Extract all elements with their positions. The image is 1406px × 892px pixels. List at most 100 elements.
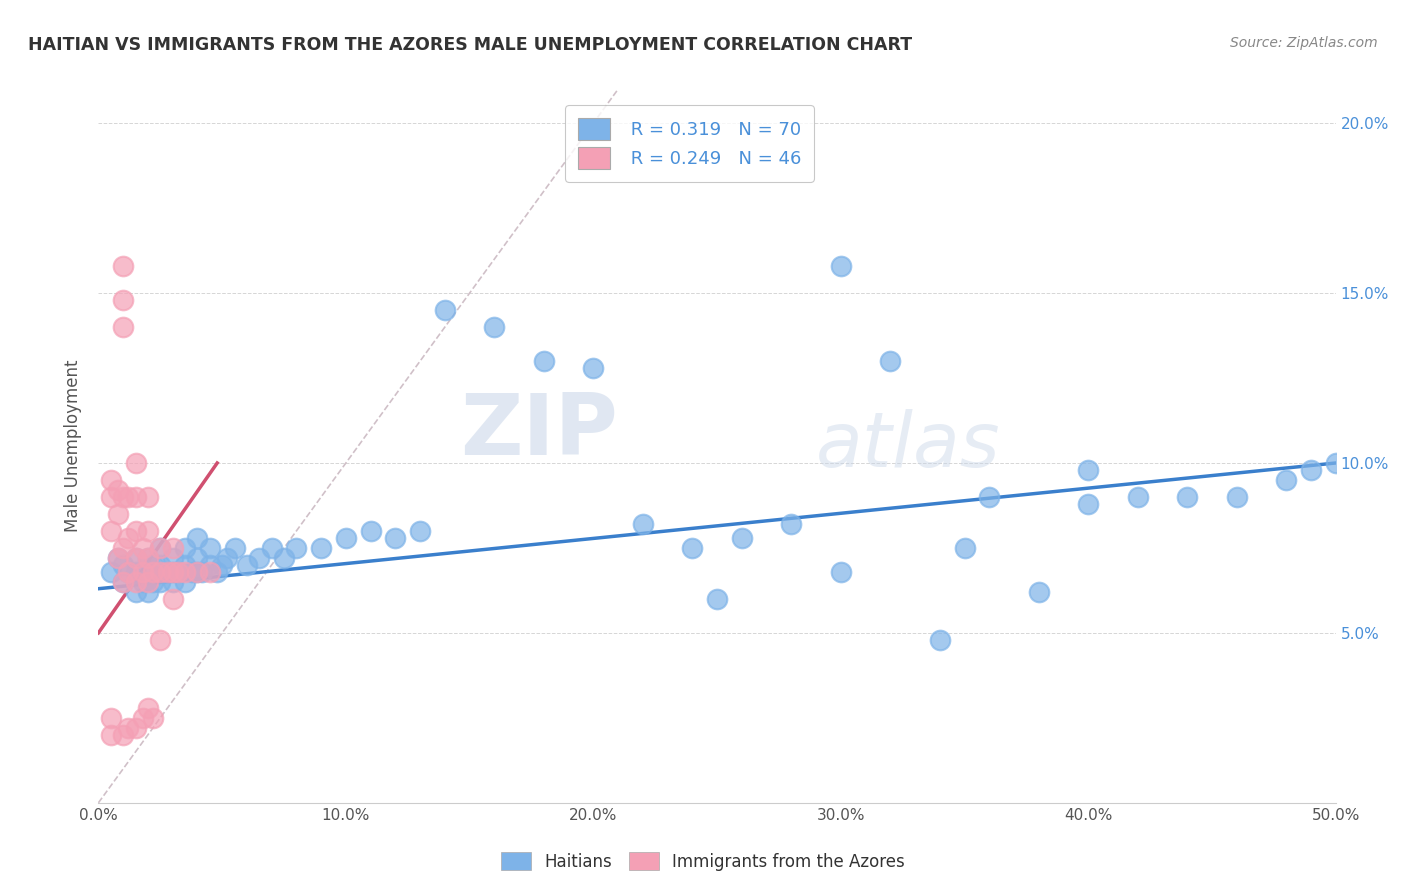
Point — [136, 585, 159, 599]
Point — [879, 354, 901, 368]
Point — [142, 565, 165, 579]
Point — [1077, 497, 1099, 511]
Point — [107, 507, 129, 521]
Point — [100, 490, 122, 504]
Point — [162, 574, 184, 589]
Point — [1175, 490, 1198, 504]
Point — [142, 711, 165, 725]
Point — [117, 490, 139, 504]
Point — [174, 574, 197, 589]
Point — [162, 591, 184, 606]
Point — [631, 517, 654, 532]
Point — [217, 551, 239, 566]
Point — [124, 524, 146, 538]
Point — [124, 585, 146, 599]
Point — [260, 541, 283, 555]
Point — [112, 728, 135, 742]
Point — [360, 524, 382, 538]
Point — [107, 551, 129, 566]
Point — [205, 565, 228, 579]
Point — [830, 565, 852, 579]
Point — [236, 558, 259, 572]
Point — [100, 565, 122, 579]
Point — [156, 565, 179, 579]
Point — [124, 551, 146, 566]
Point — [174, 541, 197, 555]
Point — [132, 574, 155, 589]
Point — [124, 456, 146, 470]
Point — [149, 558, 172, 572]
Point — [112, 574, 135, 589]
Point — [273, 551, 295, 566]
Point — [136, 490, 159, 504]
Point — [224, 541, 246, 555]
Point — [181, 565, 204, 579]
Point — [953, 541, 976, 555]
Point — [211, 558, 233, 572]
Point — [174, 565, 197, 579]
Point — [979, 490, 1001, 504]
Point — [335, 531, 357, 545]
Point — [117, 721, 139, 735]
Point — [533, 354, 555, 368]
Point — [1324, 456, 1347, 470]
Point — [162, 551, 184, 566]
Point — [100, 711, 122, 725]
Point — [132, 565, 155, 579]
Point — [107, 483, 129, 498]
Point — [136, 574, 159, 589]
Y-axis label: Male Unemployment: Male Unemployment — [65, 359, 83, 533]
Point — [136, 565, 159, 579]
Point — [166, 565, 188, 579]
Point — [928, 632, 950, 647]
Point — [149, 632, 172, 647]
Point — [1126, 490, 1149, 504]
Point — [1299, 463, 1322, 477]
Point — [162, 565, 184, 579]
Point — [149, 541, 172, 555]
Legend: Haitians, Immigrants from the Azores: Haitians, Immigrants from the Azores — [492, 844, 914, 880]
Text: Source: ZipAtlas.com: Source: ZipAtlas.com — [1230, 36, 1378, 50]
Point — [112, 320, 135, 334]
Point — [142, 558, 165, 572]
Point — [112, 490, 135, 504]
Point — [136, 551, 159, 566]
Point — [247, 551, 270, 566]
Point — [484, 320, 506, 334]
Point — [198, 558, 221, 572]
Point — [112, 574, 135, 589]
Point — [166, 565, 188, 579]
Point — [149, 574, 172, 589]
Point — [198, 541, 221, 555]
Point — [124, 565, 146, 579]
Point — [384, 531, 406, 545]
Point — [124, 574, 146, 589]
Point — [112, 541, 135, 555]
Point — [174, 558, 197, 572]
Point — [149, 565, 172, 579]
Point — [117, 531, 139, 545]
Point — [100, 524, 122, 538]
Point — [124, 490, 146, 504]
Point — [136, 524, 159, 538]
Point — [186, 551, 208, 566]
Point — [409, 524, 432, 538]
Point — [309, 541, 332, 555]
Point — [132, 711, 155, 725]
Point — [186, 565, 208, 579]
Point — [198, 565, 221, 579]
Point — [433, 303, 456, 318]
Point — [186, 565, 208, 579]
Point — [136, 551, 159, 566]
Point — [100, 728, 122, 742]
Point — [112, 259, 135, 273]
Point — [117, 565, 139, 579]
Point — [1077, 463, 1099, 477]
Legend:  R = 0.319   N = 70,  R = 0.249   N = 46: R = 0.319 N = 70, R = 0.249 N = 46 — [565, 105, 814, 182]
Point — [1275, 473, 1298, 487]
Point — [780, 517, 803, 532]
Point — [107, 551, 129, 566]
Point — [191, 565, 214, 579]
Point — [156, 565, 179, 579]
Point — [112, 558, 135, 572]
